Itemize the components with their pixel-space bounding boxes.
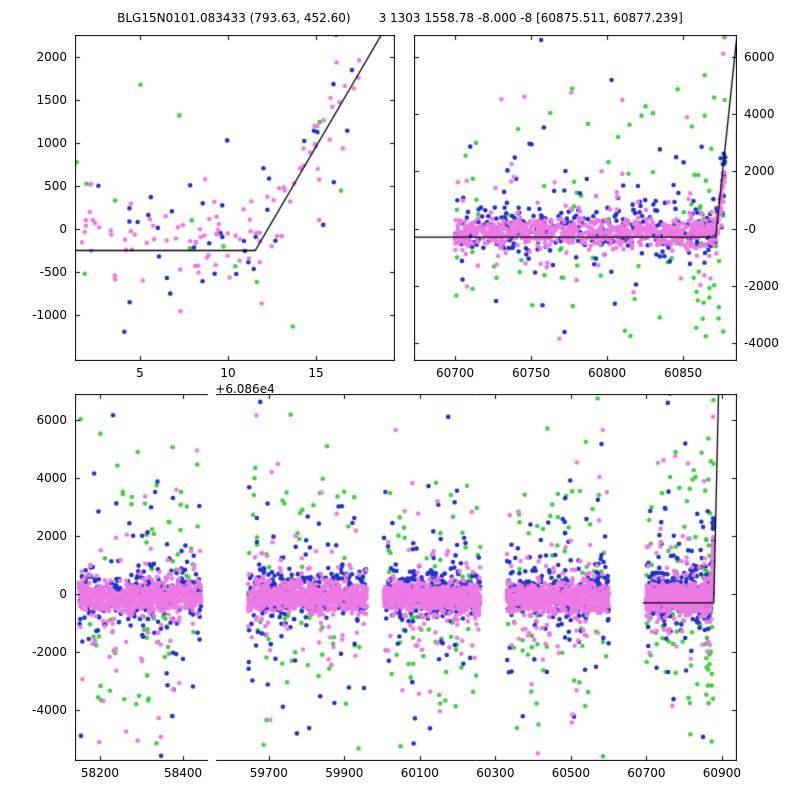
bottom-y-tick-label: -4000 (32, 703, 67, 718)
top-left-y-tick-label: 1500 (36, 93, 67, 107)
bottom-y-tick-label: 2000 (36, 529, 67, 544)
bottom-y-tick-label: 6000 (36, 413, 67, 428)
top-left-x-offset-label: +6.086e4 (215, 382, 275, 396)
bottom-x-tick-label: 60100 (400, 766, 439, 780)
top-left-canvas (75, 35, 395, 361)
bottom-canvas (75, 394, 737, 761)
bottom-x-tick-label: 60700 (627, 766, 666, 780)
bottom-y-tick-label: -2000 (32, 645, 67, 660)
bottom-y-tick-label: 0 (59, 587, 67, 602)
top-right-canvas (414, 35, 737, 361)
title-left: BLG15N0101.083433 (793.63, 452.60) (117, 11, 351, 25)
top-right-y-tick-label: 6000 (744, 50, 775, 65)
top-right-y-tick-label: -4000 (744, 335, 779, 350)
top-right-x-tick-label: 60800 (587, 366, 627, 380)
bottom-x-tick-label: 60300 (476, 766, 515, 780)
top-right-x-tick-label: 60750 (511, 366, 551, 380)
top-left-y-tick-label: 0 (59, 222, 67, 236)
bottom-x-tick-label: 58400 (163, 766, 203, 780)
top-right-y-tick-label: -2000 (744, 278, 779, 293)
top-left-x-tick-label: 10 (220, 366, 236, 380)
top-right-y-tick-label: 2000 (744, 164, 775, 179)
top-right-x-tick-label: 60700 (435, 366, 475, 380)
top-left-x-tick-label: 15 (308, 366, 324, 380)
top-left-y-tick-label: -1000 (32, 307, 67, 322)
top-left-x-tick-label: 5 (136, 366, 144, 380)
title-right: 3 1303 1558.78 -8.000 -8 [60875.511, 608… (378, 11, 683, 25)
figure-title: BLG15N0101.083433 (793.63, 452.60) 3 130… (0, 11, 800, 25)
top-left-y-tick-label: 2000 (36, 50, 67, 64)
top-left-y-tick-label: 500 (44, 179, 67, 193)
bottom-x-tick-label: 59900 (325, 766, 364, 780)
bottom-y-tick-label: 4000 (36, 471, 67, 486)
bottom-x-tick-label: 60500 (551, 766, 590, 780)
top-left-y-tick-label: -500 (39, 264, 67, 279)
top-right-y-tick-label: 4000 (744, 107, 775, 122)
top-right-x-tick-label: 60850 (663, 366, 703, 380)
bottom-x-tick-label: 59700 (249, 766, 288, 780)
top-right-y-tick-label: -0 (744, 221, 756, 236)
bottom-x-tick-label: 60900 (702, 766, 741, 780)
top-left-y-tick-label: 1000 (36, 136, 67, 150)
bottom-x-tick-label: 58200 (80, 766, 120, 780)
